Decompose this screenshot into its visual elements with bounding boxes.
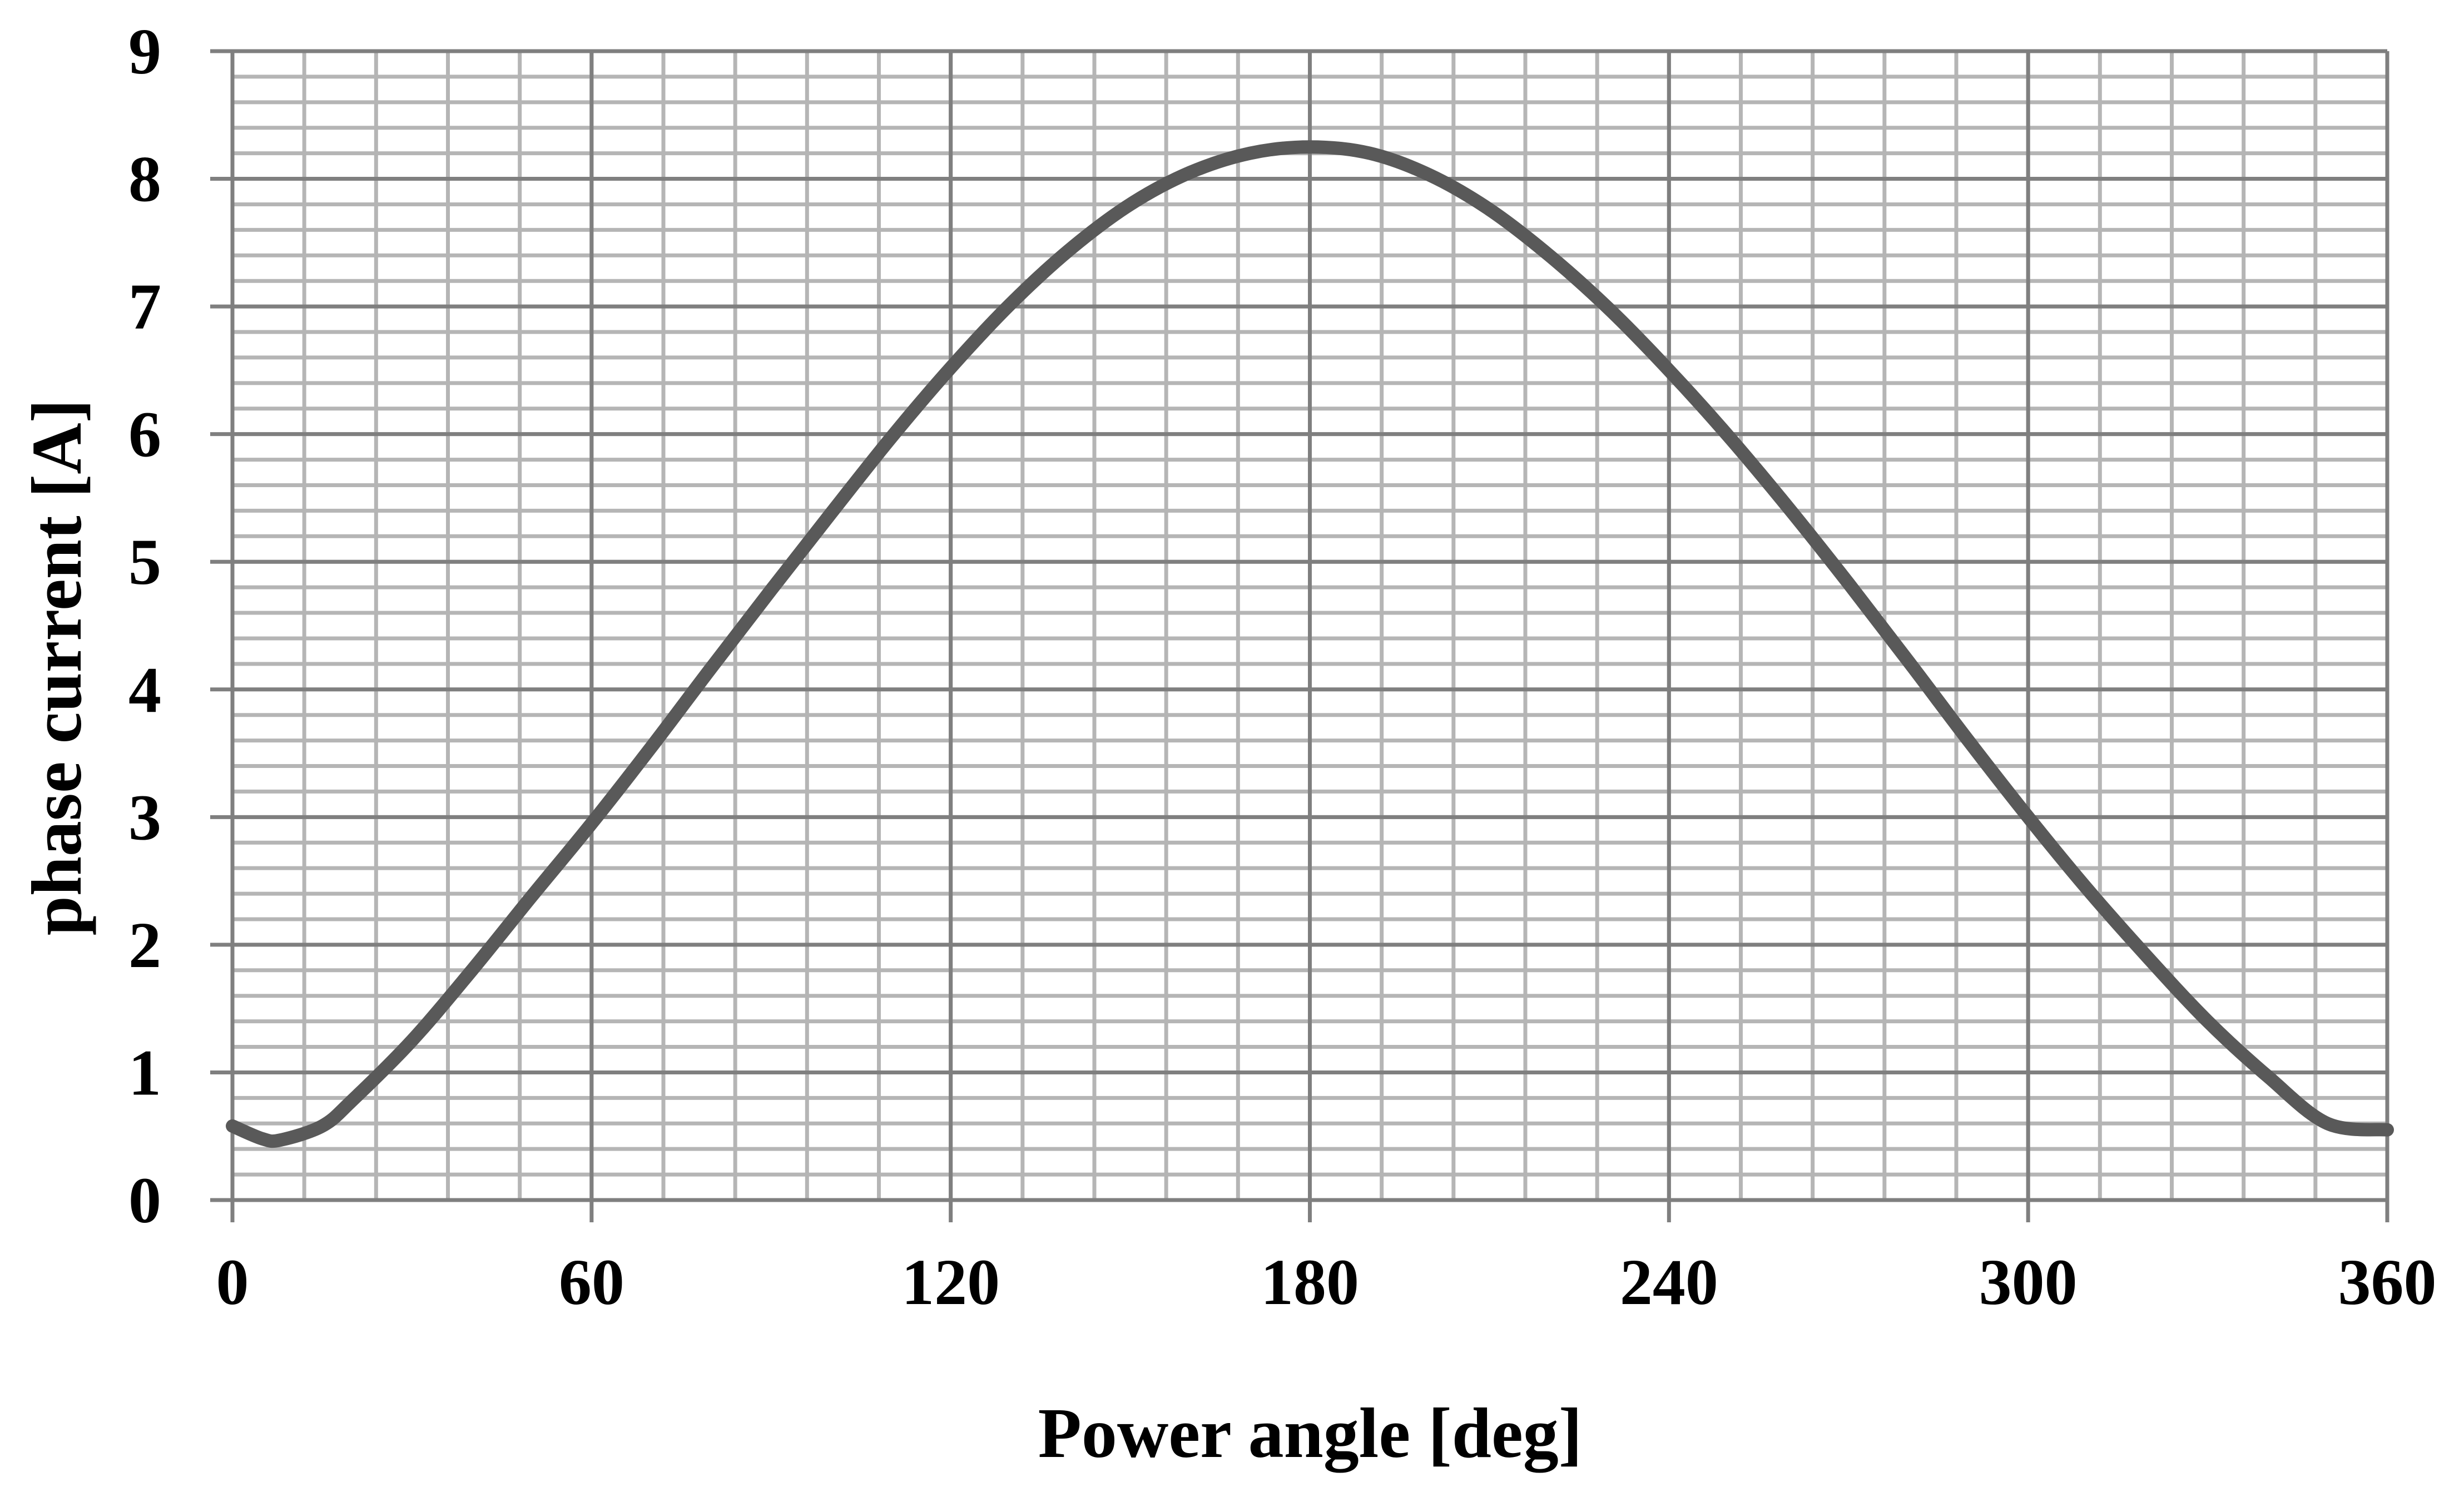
series-line [226, 140, 2394, 1148]
x-tick-labels: 0 60 120 180 240 300 360 [216, 1246, 2437, 1319]
x-tick-label: 300 [1979, 1246, 2078, 1319]
x-tick-label: 360 [2338, 1246, 2437, 1319]
axes [210, 49, 2389, 1222]
y-tick-label: 5 [128, 526, 161, 598]
y-tick-label: 1 [128, 1036, 161, 1109]
y-tick-label: 3 [128, 781, 161, 854]
major-gridlines [230, 49, 2389, 1202]
y-tick-label: 4 [128, 653, 161, 726]
x-tick-label: 180 [1261, 1246, 1359, 1319]
y-tick-label: 9 [128, 15, 161, 88]
y-tick-label: 7 [128, 270, 161, 343]
x-tick-label: 0 [216, 1246, 249, 1319]
y-tick-label: 2 [128, 909, 161, 982]
y-tick-label: 8 [128, 143, 161, 216]
y-tick-label: 6 [128, 398, 161, 471]
y-tick-labels: 0 1 2 3 4 5 6 7 8 9 [128, 15, 161, 1237]
x-tick-label: 240 [1620, 1246, 1718, 1319]
series-layer [226, 140, 2394, 1148]
x-tick-label: 120 [901, 1246, 1000, 1319]
x-axis-title: Power angle [deg] [1038, 1394, 1583, 1473]
y-tick-label: 0 [128, 1164, 161, 1237]
x-tick-label: 60 [559, 1246, 624, 1319]
y-axis-title: phase current [A] [17, 399, 96, 936]
